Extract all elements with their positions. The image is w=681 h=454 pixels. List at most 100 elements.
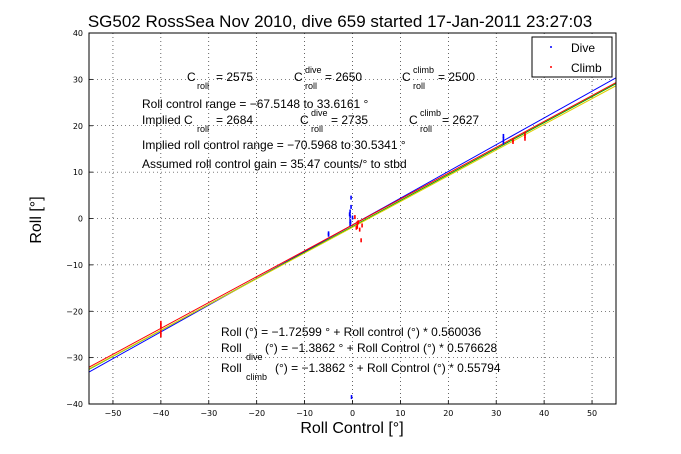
data-point-climb (160, 330, 162, 335)
data-point-dive (350, 395, 353, 400)
implied-c-roll-label: Implied C (142, 113, 193, 127)
data-point-climb (354, 215, 356, 220)
x-tick-labels: −50 −40 −30 −20 −10 0 10 20 30 40 50 (105, 409, 598, 418)
implied-c-dive-sub: roll (311, 124, 323, 134)
implied-c-climb-value: = 2627 (442, 113, 479, 127)
data-point-climb (512, 138, 514, 143)
c-roll-dive-sub: roll (305, 81, 317, 91)
data-point-dive (502, 136, 505, 141)
y-tick-label: 40 (73, 29, 83, 38)
x-tick-label: −50 (105, 409, 122, 418)
data-point-dive (350, 204, 352, 209)
data-point-climb (355, 225, 358, 230)
data-point-climb (160, 323, 162, 328)
data-point-dive (502, 133, 505, 138)
implied-c-roll-value: = 2684 (216, 113, 253, 127)
chart-title: SG502 RossSea Nov 2010, dive 659 started… (88, 12, 592, 31)
data-point-climb (524, 136, 526, 141)
annotation-implied: Implied C roll = 2684 C dive roll = 2735… (142, 108, 479, 134)
implied-c-climb-label: C (409, 113, 418, 127)
x-tick-label: 40 (539, 409, 549, 418)
x-tick-label: 0 (350, 409, 355, 418)
y-tick-label: −10 (66, 261, 83, 270)
fit-dive-rest: (°) = −1.3862 ° + Roll Control (°) * 0.5… (265, 341, 498, 355)
data-point-climb (160, 320, 162, 325)
fit-equation-climb: Roll climb (°) = −1.3862 ° + Roll Contro… (221, 361, 501, 382)
legend-dive-marker (550, 46, 552, 48)
plot-frame (88, 32, 617, 405)
c-roll-label: C (187, 70, 196, 84)
y-tick-label: 20 (73, 122, 83, 131)
legend-dive-label: Dive (571, 41, 595, 55)
fit-line (88, 82, 617, 368)
fit-lines (88, 77, 617, 373)
x-tick-label: −40 (152, 409, 169, 418)
data-point-dive (351, 215, 354, 220)
x-tick-label: −10 (296, 409, 313, 418)
data-point-climb (360, 238, 362, 243)
c-roll-dive-label: C (294, 70, 303, 84)
data-point-dive (350, 195, 352, 200)
data-point-climb (357, 220, 360, 225)
legend-climb-label: Climb (571, 61, 602, 75)
c-roll-climb-value: = 2500 (438, 70, 475, 84)
c-roll-climb-sub: roll (413, 81, 425, 91)
data-point-dive (502, 140, 505, 145)
fit-equation-all: Roll (°) = −1.72599 ° + Roll control (°)… (221, 325, 482, 339)
implied-c-dive-label: C (300, 113, 309, 127)
y-tick-label: −40 (66, 400, 83, 409)
y-axis-label: Roll [°] (28, 196, 45, 243)
implied-c-dive-value: = 2735 (331, 113, 368, 127)
fit-climb-rest: (°) = −1.3862 ° + Roll Control (°) * 0.5… (275, 361, 501, 375)
data-point-climb (358, 227, 361, 232)
y-tick-labels: 40 30 20 10 0 −10 −20 −30 −40 (66, 29, 83, 409)
x-tick-label: 20 (443, 409, 453, 418)
legend-climb-marker (550, 66, 552, 68)
c-roll-dive-sup: dive (305, 65, 322, 75)
implied-c-roll-sub: roll (197, 124, 209, 134)
fit-equation-dive: Roll dive (°) = −1.3862 ° + Roll Control… (221, 341, 498, 362)
assumed-roll-gain: Assumed roll control gain = 35.47 counts… (142, 157, 407, 171)
fit-dive-prefix: Roll (221, 341, 242, 355)
c-roll-sub: roll (197, 81, 209, 91)
c-roll-climb-sup: climb (413, 65, 434, 75)
x-axis-label: Roll Control [°] (300, 420, 403, 437)
implied-c-dive-sup: dive (311, 108, 328, 118)
data-points (160, 132, 526, 400)
legend: Dive Climb (531, 36, 613, 78)
x-tick-label: 10 (395, 409, 405, 418)
data-point-climb (524, 133, 526, 138)
data-point-climb (160, 325, 162, 330)
y-tick-label: −20 (66, 307, 83, 316)
data-point-dive (327, 231, 330, 236)
data-point-climb (356, 224, 359, 229)
data-point-climb (356, 221, 359, 226)
fit-line (88, 85, 617, 370)
x-tick-label: −20 (248, 409, 265, 418)
x-tick-label: −30 (200, 409, 217, 418)
data-point-dive (349, 220, 352, 225)
data-point-dive (349, 209, 351, 214)
c-roll-value: = 2575 (216, 70, 253, 84)
x-tick-label: 30 (491, 409, 501, 418)
y-tick-label: 0 (78, 215, 83, 224)
roll-control-range: Roll control range = −67.5148 to 33.6161… (142, 97, 368, 111)
implied-c-climb-sup: climb (420, 108, 441, 118)
implied-c-climb-sub: roll (420, 124, 432, 134)
fit-dive-sub: dive (246, 352, 263, 362)
legend-box (531, 36, 613, 78)
annotation-c-roll: C roll = 2575 C dive roll = 2650 C climb… (187, 65, 475, 91)
c-roll-dive-value: = 2650 (325, 70, 362, 84)
data-point-climb (160, 333, 162, 338)
fit-climb-prefix: Roll (221, 361, 242, 375)
fit-climb-sub: climb (246, 372, 267, 382)
y-tick-label: −30 (66, 354, 83, 363)
data-point-climb (361, 223, 363, 228)
y-tick-label: 10 (73, 168, 83, 177)
data-point-dive (348, 212, 351, 217)
y-tick-label: 30 (73, 75, 83, 84)
x-tick-label: 50 (587, 409, 597, 418)
implied-roll-control-range: Implied roll control range = −70.5968 to… (142, 138, 406, 152)
c-roll-climb-label: C (402, 70, 411, 84)
